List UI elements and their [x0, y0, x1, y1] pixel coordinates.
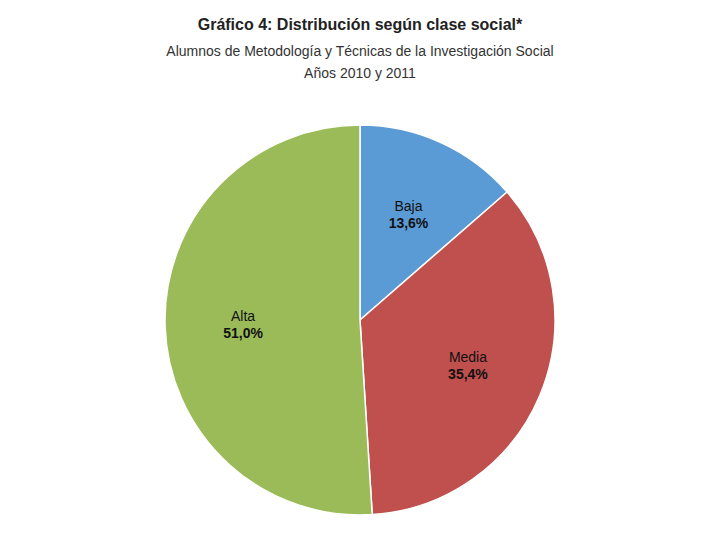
data-label-category: Alta	[231, 308, 255, 324]
chart-container: Gráfico 4: Distribución según clase soci…	[0, 0, 720, 540]
data-label: Media35,4%	[448, 349, 488, 382]
data-label: Alta51,0%	[223, 308, 263, 341]
titles: Gráfico 4: Distribución según clase soci…	[166, 16, 553, 81]
subtitle: Alumnos de Metodología y Técnicas de la …	[166, 43, 553, 59]
data-labels: Baja13,6% Media35,4% Alta51,0%	[223, 198, 488, 382]
chart-svg: Gráfico 4: Distribución según clase soci…	[0, 0, 720, 540]
data-label-value: 51,0%	[223, 325, 263, 341]
pie-slice	[165, 125, 372, 515]
data-label-category: Media	[449, 349, 487, 365]
data-label-category: Baja	[394, 198, 422, 214]
title: Gráfico 4: Distribución según clase soci…	[198, 16, 523, 33]
data-label-value: 35,4%	[448, 366, 488, 382]
pie-slice	[360, 192, 555, 515]
data-label: Baja13,6%	[389, 198, 429, 231]
data-label-value: 13,6%	[389, 215, 429, 231]
subtitle: Años 2010 y 2011	[304, 65, 416, 81]
pie	[165, 125, 555, 515]
